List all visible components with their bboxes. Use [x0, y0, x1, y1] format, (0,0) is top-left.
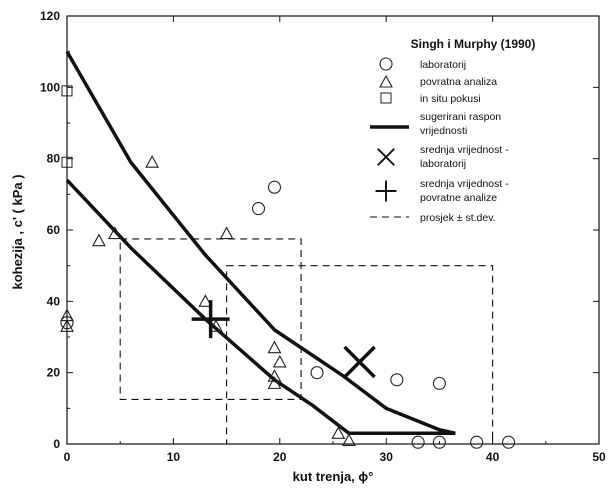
x-tick-label: 10	[167, 450, 181, 464]
back-analysis-point	[198, 294, 213, 307]
legend: laboratorij povratna analiza in situ pokus…	[370, 57, 509, 224]
x-axis-label: kut trenja, ϕ°	[293, 469, 374, 484]
legend-label: laboratorij	[420, 59, 466, 71]
mean-lab-marker	[343, 345, 376, 379]
legend-marker	[375, 180, 397, 202]
plot-frame	[66, 15, 600, 445]
suggested-range-line	[65, 178, 456, 436]
lab-point	[267, 180, 282, 194]
back-analysis-point	[91, 233, 106, 247]
legend-entry: prosjek ± st.dev.	[370, 212, 496, 224]
back-analysis-point	[209, 319, 223, 332]
mean-back-analysis-marker	[191, 300, 230, 339]
back-analysis-point	[342, 433, 356, 446]
lab-point	[432, 376, 446, 390]
legend-label: srednja vrijednost -	[420, 178, 509, 190]
y-axis-label: kohezija , c' ( kPa )	[10, 174, 25, 289]
back-analysis-point	[331, 426, 346, 439]
lab-point	[251, 202, 266, 216]
legend-label: vrijednosti	[420, 125, 467, 137]
lab-point	[502, 435, 516, 449]
legend-label: prosjek ± st.dev.	[420, 212, 496, 224]
x-tick-label: 40	[486, 450, 500, 464]
back-analysis-point	[272, 354, 287, 368]
suggested-range-line	[65, 50, 456, 436]
back-analysis-point	[60, 319, 74, 332]
legend-entry: in situ pokusi	[380, 92, 481, 105]
y-tick-label: 100	[40, 80, 60, 94]
y-tick-label: 20	[47, 366, 61, 380]
plot-area	[60, 50, 516, 449]
legend-label: laboratorij	[420, 158, 466, 170]
x-tick-label: 0	[64, 450, 71, 464]
legend-label: povratna analiza	[420, 76, 497, 88]
legend-marker	[379, 74, 393, 88]
back-analysis-point	[219, 226, 234, 240]
x-tick-label: 30	[380, 450, 394, 464]
legend-entry: laboratorij	[379, 57, 466, 71]
back-analysis-point	[145, 155, 160, 168]
in-situ-point	[61, 156, 73, 168]
y-tick-label: 40	[47, 294, 61, 308]
legend-entry: sugerirani raspon vrijednosti	[370, 111, 501, 137]
y-tick-label: 80	[47, 152, 61, 166]
back-analysis-point	[267, 376, 282, 389]
in-situ-point	[61, 85, 73, 97]
axes: 0 10 20 30 40 50 0 20 40 60 80 100 120	[40, 9, 606, 464]
legend-marker	[380, 92, 392, 104]
y-tick-label: 120	[40, 9, 60, 23]
back-analysis-point	[267, 369, 282, 382]
legend-marker	[377, 148, 395, 166]
std-dev-rect	[119, 238, 302, 400]
lab-point	[310, 366, 324, 380]
back-analysis-point	[107, 226, 122, 240]
legend-label: povratne analize	[420, 192, 497, 204]
legend-label: srednja vrijednost -	[420, 144, 509, 156]
legend-entry: srednja vrijednost - povratne analize	[375, 178, 509, 204]
x-tick-label: 50	[592, 450, 606, 464]
back-analysis-point	[267, 340, 282, 354]
legend-label: in situ pokusi	[420, 93, 481, 105]
std-dev-rect	[226, 265, 494, 445]
legend-label: sugerirani raspon	[420, 111, 501, 123]
legend-entry: povratna analiza	[379, 74, 497, 88]
lab-point	[390, 373, 404, 387]
legend-marker	[379, 57, 393, 71]
y-tick-label: 60	[47, 223, 61, 237]
legend-title: Singh i Murphy (1990)	[411, 37, 536, 51]
lab-point	[60, 316, 74, 330]
lab-point	[411, 435, 425, 449]
lab-point	[470, 435, 484, 449]
x-tick-label: 20	[273, 450, 287, 464]
y-tick-label: 0	[53, 437, 60, 451]
legend-entry: srednja vrijednost - laboratorij	[377, 144, 509, 170]
lab-point	[432, 435, 446, 449]
